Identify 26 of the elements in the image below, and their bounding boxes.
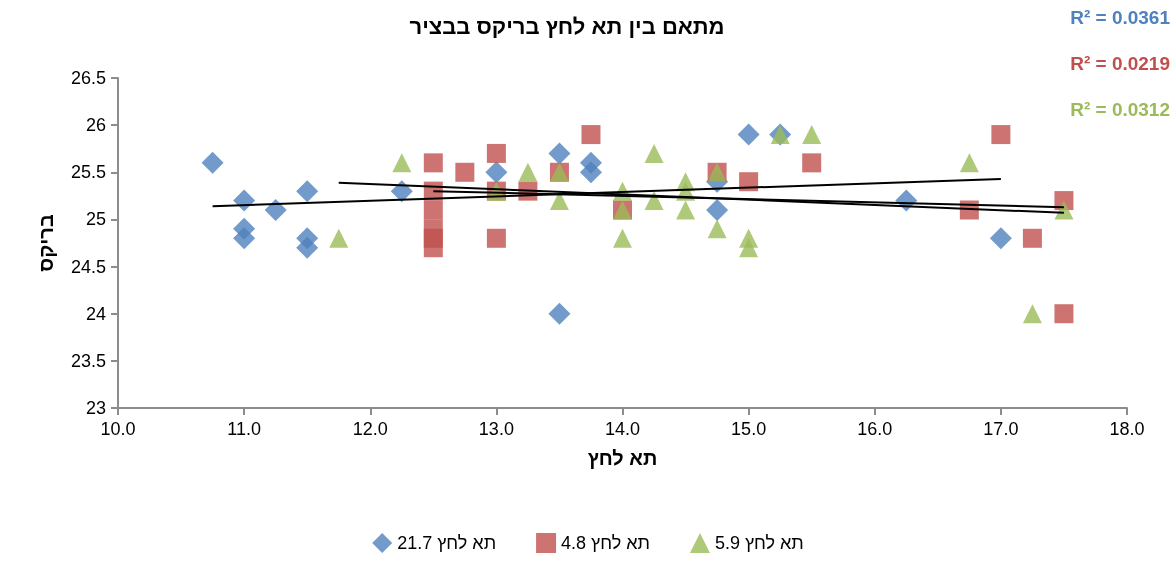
y-tick-label: 23 — [85, 398, 106, 418]
y-axis-title: בריקס — [35, 214, 57, 272]
y-tick-label: 23.5 — [70, 350, 106, 371]
y-tick-label: 24.5 — [70, 256, 106, 277]
y-tick-label: 25.5 — [70, 162, 106, 183]
y-tick-label: 25 — [85, 209, 106, 230]
x-tick-label: 10.0 — [100, 419, 136, 439]
x-tick-label: 18.0 — [1109, 419, 1145, 439]
x-tick-label: 11.0 — [227, 419, 261, 439]
text: R² = 0.0361 — [1070, 7, 1171, 28]
y-tick-label: 24 — [85, 303, 106, 324]
chart-title: מתאם בין תא לחץ בריקס בבציר — [409, 13, 725, 39]
x-tick-label: 12.0 — [352, 419, 388, 439]
y-tick-label: 26 — [85, 115, 106, 136]
text: R² = 0.0219 — [1070, 53, 1171, 74]
legend-label: תא לחץ 21.7 — [397, 533, 497, 553]
legend-label: תא לחץ 4.8 — [561, 533, 650, 553]
x-axis-title: תא לחץ — [587, 447, 658, 469]
x-tick-label: 13.0 — [478, 419, 514, 439]
y-tick-label: 26.5 — [70, 68, 106, 88]
x-tick-label: 16.0 — [857, 419, 893, 439]
x-tick-label: 15.0 — [731, 419, 767, 439]
legend-label: תא לחץ 5.9 — [714, 533, 804, 553]
x-tick-label: 17.0 — [983, 419, 1019, 439]
x-tick-label: 14.0 — [604, 419, 641, 439]
annotation: R² = 0.0312 — [1070, 99, 1171, 120]
